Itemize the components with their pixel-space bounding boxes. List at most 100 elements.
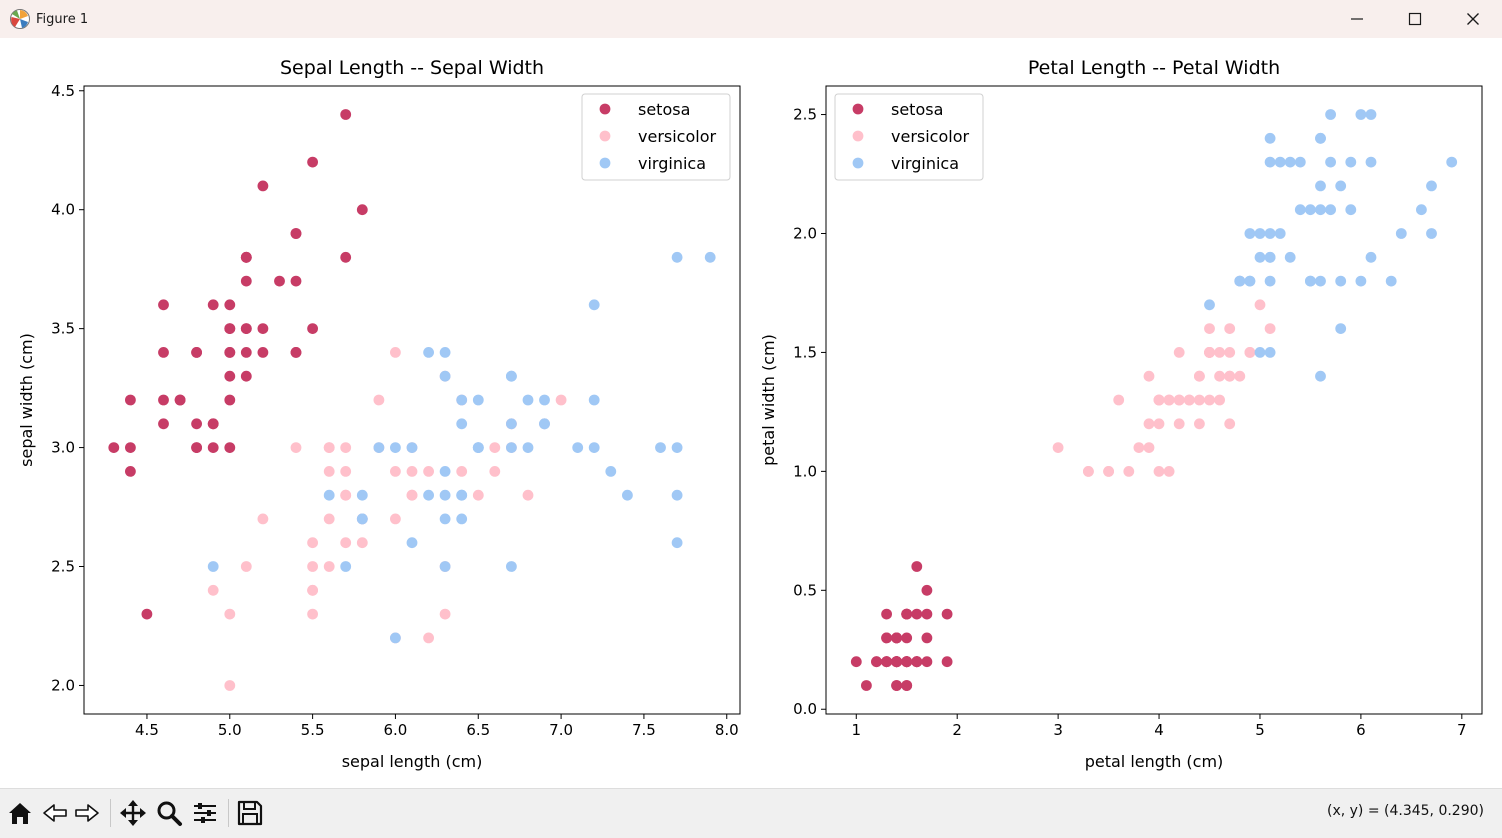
zoom-button[interactable] xyxy=(152,797,186,829)
data-point-virginica xyxy=(456,489,468,501)
y-tick-label: 0.5 xyxy=(793,581,817,599)
data-point-versicolor xyxy=(1183,394,1195,406)
data-point-versicolor xyxy=(522,489,534,501)
navigation-toolbar: (x, y) = (4.345, 0.290) xyxy=(0,788,1502,838)
y-tick-label: 1.5 xyxy=(793,343,817,361)
data-point-setosa xyxy=(941,608,953,620)
window-title: Figure 1 xyxy=(36,11,89,27)
x-axis-label: sepal length (cm) xyxy=(342,752,483,771)
close-button[interactable] xyxy=(1444,0,1502,38)
data-point-virginica xyxy=(522,394,534,406)
figure-canvas[interactable]: 4.5 5.0 5.5 6.0 6.5 7.0 7.5 8.0 2.0 2.5 3.0 3.5 4.0 4… xyxy=(0,38,1502,788)
save-button[interactable] xyxy=(233,797,267,829)
y-tick-label: 3.5 xyxy=(51,320,75,338)
data-point-versicolor xyxy=(1163,466,1175,477)
data-point-setosa xyxy=(191,347,203,358)
minimize-button[interactable] xyxy=(1328,0,1386,38)
forward-icon xyxy=(75,804,99,822)
data-point-setosa xyxy=(108,442,120,453)
x-tick-label: 6 xyxy=(1356,721,1366,739)
data-point-setosa xyxy=(224,299,236,311)
data-point-virginica xyxy=(1315,275,1326,287)
data-point-virginica xyxy=(704,251,716,263)
maximize-button[interactable] xyxy=(1386,0,1444,38)
data-point-versicolor xyxy=(340,537,352,549)
data-point-virginica xyxy=(506,442,517,453)
configure-subplots-button[interactable] xyxy=(188,797,222,829)
data-point-setosa xyxy=(124,442,136,453)
data-point-virginica xyxy=(1335,275,1347,287)
data-point-setosa xyxy=(224,442,236,453)
data-point-virginica xyxy=(506,418,517,430)
data-point-setosa xyxy=(891,656,902,668)
data-point-virginica xyxy=(671,537,683,549)
data-point-versicolor xyxy=(1224,323,1236,334)
data-point-virginica xyxy=(1355,275,1367,287)
data-point-versicolor xyxy=(423,632,434,644)
legend-label-setosa: setosa xyxy=(891,100,943,119)
data-point-versicolor xyxy=(1133,442,1145,453)
data-point-setosa xyxy=(921,608,933,620)
data-point-virginica xyxy=(1254,347,1266,358)
data-point-versicolor xyxy=(1204,347,1215,358)
subplot-1: 4.5 5.0 5.5 6.0 6.5 7.0 7.5 8.0 2.0 2.5 3.0 3.5 4.0 4… xyxy=(17,57,741,771)
data-point-virginica xyxy=(1345,204,1357,216)
back-icon xyxy=(43,804,67,822)
data-point-virginica xyxy=(439,370,451,382)
y-tick-label: 1.0 xyxy=(793,462,817,480)
subplot-2: 1 2 3 4 5 6 7 0.0 0.5 1.0 1.5 2.0 2.5 Petal Length --… xyxy=(759,57,1483,771)
data-point-versicolor xyxy=(1244,347,1256,358)
y-tick-label: 2.0 xyxy=(51,676,75,694)
data-point-virginica xyxy=(539,394,550,406)
home-icon xyxy=(9,803,31,824)
data-point-setosa xyxy=(921,656,933,668)
data-point-setosa xyxy=(207,418,219,430)
data-point-virginica xyxy=(539,418,550,430)
data-point-versicolor xyxy=(1224,418,1236,430)
data-point-setosa xyxy=(240,323,252,334)
data-point-virginica xyxy=(572,442,584,453)
data-point-setosa xyxy=(861,680,872,691)
data-point-versicolor xyxy=(1204,394,1215,406)
data-point-versicolor xyxy=(390,347,401,358)
data-point-versicolor xyxy=(207,584,219,596)
data-point-versicolor xyxy=(323,466,335,477)
data-point-virginica xyxy=(522,442,534,453)
scatter-points xyxy=(108,109,716,691)
data-point-versicolor xyxy=(340,489,352,501)
data-point-setosa xyxy=(307,323,318,334)
data-point-versicolor xyxy=(1234,370,1246,382)
back-button[interactable] xyxy=(38,797,72,829)
data-point-versicolor xyxy=(1264,323,1276,334)
data-point-virginica xyxy=(472,442,484,453)
x-tick-label: 1 xyxy=(852,721,862,739)
data-point-virginica xyxy=(456,513,468,525)
data-point-virginica xyxy=(323,489,335,501)
data-point-setosa xyxy=(207,299,219,311)
data-point-setosa xyxy=(224,323,236,334)
data-point-virginica xyxy=(1315,180,1326,192)
pan-button[interactable] xyxy=(116,797,150,829)
legend-label-versicolor: versicolor xyxy=(891,127,969,146)
x-tick-label: 7.0 xyxy=(549,721,573,739)
data-point-setosa xyxy=(891,680,902,691)
data-point-versicolor xyxy=(1173,418,1185,430)
matplotlib-logo-icon xyxy=(10,9,30,29)
data-point-virginica xyxy=(1315,370,1326,382)
home-button[interactable] xyxy=(3,797,37,829)
data-point-virginica xyxy=(655,442,666,453)
forward-button[interactable] xyxy=(70,797,104,829)
data-point-virginica xyxy=(1244,275,1256,287)
data-point-virginica xyxy=(1335,323,1347,334)
data-point-setosa xyxy=(224,394,236,406)
data-point-versicolor xyxy=(1083,466,1094,477)
data-point-virginica xyxy=(1264,228,1276,239)
data-point-setosa xyxy=(881,608,892,620)
data-point-virginica xyxy=(1365,251,1377,263)
data-point-setosa xyxy=(274,275,285,287)
data-point-virginica xyxy=(1335,180,1347,192)
data-point-versicolor xyxy=(1194,370,1205,382)
data-point-setosa xyxy=(911,656,923,668)
title-bar: Figure 1 xyxy=(0,0,1502,39)
data-point-virginica xyxy=(1254,251,1266,263)
